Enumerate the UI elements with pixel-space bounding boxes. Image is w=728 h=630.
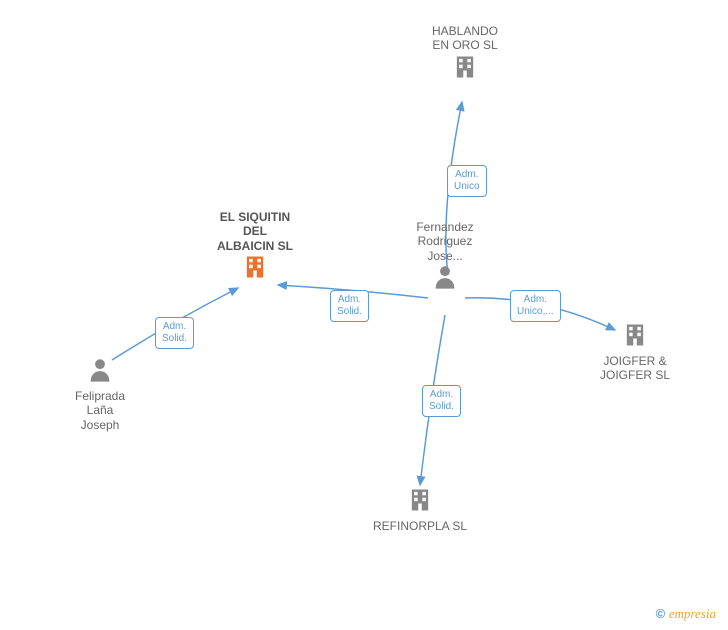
building-icon (451, 68, 479, 85)
node-label: REFINORPLA SL (370, 519, 470, 533)
building-icon (406, 501, 434, 518)
node-label: Feliprada Laña Joseph (50, 389, 150, 432)
node-hablando: HABLANDO EN ORO SL (415, 24, 515, 86)
node-refinorpla: REFINORPLA SL (370, 486, 470, 533)
person-icon (86, 371, 114, 388)
building-icon (621, 336, 649, 353)
node-joigfer: JOIGFER & JOIGFER SL (585, 321, 685, 383)
edge-label: Adm. Unico (447, 165, 487, 197)
node-label: Fernandez Rodriguez Jose... (395, 220, 495, 263)
node-fernandez: Fernandez Rodriguez Jose... (395, 220, 495, 296)
person-icon (431, 278, 459, 295)
building-icon (241, 268, 269, 285)
edge-label: Adm. Solid. (155, 317, 194, 349)
brand-name: empresia (669, 606, 716, 621)
node-label: EL SIQUITIN DEL ALBAICIN SL (205, 210, 305, 253)
copyright-footer: © empresia (656, 606, 716, 622)
edge-label: Adm. Solid. (422, 385, 461, 417)
edge-label: Adm. Unico,... (510, 290, 561, 322)
node-siquitin: EL SIQUITIN DEL ALBAICIN SL (205, 210, 305, 286)
node-feliprada: Feliprada Laña Joseph (50, 356, 150, 432)
edge-label: Adm. Solid. (330, 290, 369, 322)
node-label: JOIGFER & JOIGFER SL (585, 354, 685, 383)
node-label: HABLANDO EN ORO SL (415, 24, 515, 53)
copyright-symbol: © (656, 606, 666, 621)
